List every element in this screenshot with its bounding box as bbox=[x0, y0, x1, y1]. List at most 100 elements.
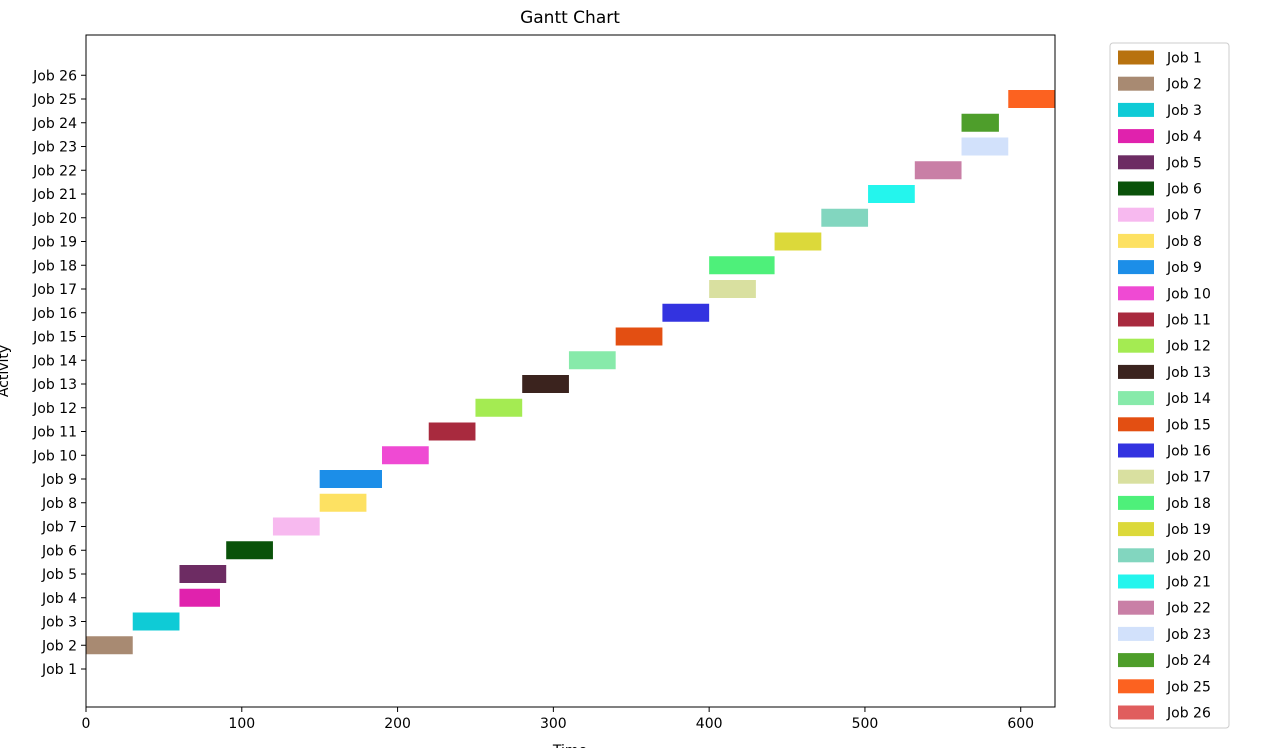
y-tick-label: Job 15 bbox=[32, 330, 77, 346]
gantt-bar bbox=[868, 185, 915, 203]
gantt-bar bbox=[86, 636, 133, 655]
y-tick-label: Job 10 bbox=[32, 448, 77, 464]
gantt-bar bbox=[821, 208, 869, 227]
y-tick-label: Job 16 bbox=[32, 306, 77, 322]
legend-swatch bbox=[1118, 548, 1154, 563]
legend-label: Job 15 bbox=[1166, 417, 1211, 433]
legend-swatch bbox=[1118, 653, 1154, 668]
y-tick-label: Job 25 bbox=[32, 92, 77, 108]
x-tick-label: 300 bbox=[540, 716, 567, 732]
y-tick-label: Job 22 bbox=[32, 163, 77, 179]
y-tick-label: Job 13 bbox=[32, 377, 77, 393]
gantt-bar bbox=[662, 303, 710, 322]
legend-swatch bbox=[1118, 417, 1154, 432]
y-tick-label: Job 26 bbox=[32, 68, 77, 84]
y-axis: Job 1 Job 2 Job 3 Job 4 Job 5 Job 6 Job 7 Job 8… bbox=[32, 68, 86, 678]
legend-label: Job 14 bbox=[1166, 391, 1211, 407]
x-tick-label: 100 bbox=[228, 716, 255, 732]
legend-swatch bbox=[1118, 364, 1154, 379]
legend-swatch bbox=[1118, 574, 1154, 589]
legend-swatch bbox=[1118, 129, 1154, 144]
legend-label: Job 10 bbox=[1166, 286, 1211, 302]
legend-swatch bbox=[1118, 443, 1154, 458]
y-axis-label: Activity bbox=[0, 345, 12, 397]
legend-swatch bbox=[1118, 705, 1154, 720]
legend-label: Job 9 bbox=[1166, 260, 1202, 276]
legend-label: Job 12 bbox=[1166, 339, 1211, 355]
legend-swatch bbox=[1118, 286, 1154, 301]
x-tick-label: 0 bbox=[82, 716, 91, 732]
legend-label: Job 18 bbox=[1166, 496, 1211, 512]
gantt-bar bbox=[961, 113, 999, 132]
y-tick-label: Job 5 bbox=[41, 567, 77, 583]
legend-label: Job 17 bbox=[1166, 470, 1211, 486]
legend-label: Job 2 bbox=[1166, 77, 1202, 93]
legend-swatch bbox=[1118, 469, 1154, 484]
y-tick-label: Job 17 bbox=[32, 282, 77, 298]
gantt-bar bbox=[319, 493, 367, 512]
gantt-bar bbox=[319, 470, 382, 488]
gantt-bar bbox=[709, 256, 775, 275]
y-tick-label: Job 3 bbox=[41, 615, 77, 631]
bars-layer bbox=[86, 90, 1055, 655]
legend-label: Job 24 bbox=[1166, 653, 1211, 669]
legend-swatch bbox=[1118, 50, 1154, 65]
y-tick-label: Job 19 bbox=[32, 235, 77, 251]
legend-label: Job 4 bbox=[1166, 129, 1202, 145]
legend-swatch bbox=[1118, 679, 1154, 694]
legend-label: Job 22 bbox=[1166, 601, 1211, 617]
legend-swatch bbox=[1118, 626, 1154, 641]
gantt-bar bbox=[179, 565, 227, 583]
legend: Job 1 Job 2 Job 3 Job 4 Job 5 Job 6 Job 7 Job 8… bbox=[1109, 42, 1230, 729]
gantt-bar bbox=[615, 327, 663, 346]
y-tick-label: Job 11 bbox=[32, 425, 77, 441]
legend-label: Job 26 bbox=[1166, 706, 1211, 722]
x-axis-label: Time bbox=[552, 743, 587, 748]
y-tick-label: Job 14 bbox=[32, 353, 77, 369]
legend-label: Job 20 bbox=[1166, 548, 1211, 564]
legend-frame bbox=[1109, 42, 1230, 729]
legend-label: Job 21 bbox=[1166, 575, 1211, 591]
legend-swatch bbox=[1118, 233, 1154, 248]
x-tick-label: 400 bbox=[696, 716, 723, 732]
x-tick-label: 600 bbox=[1007, 716, 1034, 732]
legend-swatch bbox=[1118, 102, 1154, 117]
legend-label: Job 6 bbox=[1166, 182, 1202, 198]
x-tick-label: 200 bbox=[384, 716, 411, 732]
legend-swatch bbox=[1118, 600, 1154, 615]
y-tick-label: Job 18 bbox=[32, 258, 77, 274]
x-axis: 0 100 200 300 400 500 600 bbox=[82, 707, 1034, 732]
legend-swatch bbox=[1118, 207, 1154, 222]
gantt-bar bbox=[522, 375, 569, 393]
y-tick-label: Job 4 bbox=[41, 591, 77, 607]
gantt-bar bbox=[475, 398, 523, 417]
legend-label: Job 5 bbox=[1166, 155, 1202, 171]
gantt-bar bbox=[226, 541, 273, 560]
gantt-bar bbox=[774, 232, 822, 251]
legend-swatch bbox=[1118, 260, 1154, 275]
legend-label: Job 1 bbox=[1166, 51, 1202, 67]
gantt-bar bbox=[428, 422, 476, 441]
legend-swatch bbox=[1118, 338, 1154, 353]
legend-label: Job 19 bbox=[1166, 522, 1211, 538]
chart-title: Gantt Chart bbox=[520, 8, 620, 28]
legend-swatch bbox=[1118, 495, 1154, 510]
y-tick-label: Job 6 bbox=[41, 543, 77, 559]
y-tick-label: Job 24 bbox=[32, 116, 77, 132]
legend-label: Job 3 bbox=[1166, 103, 1202, 119]
legend-label: Job 13 bbox=[1166, 365, 1211, 381]
gantt-bar bbox=[568, 351, 616, 370]
gantt-bar bbox=[381, 446, 429, 465]
legend-swatch bbox=[1118, 155, 1154, 170]
legend-label: Job 25 bbox=[1166, 679, 1211, 695]
y-tick-label: Job 2 bbox=[41, 638, 77, 654]
x-tick-label: 500 bbox=[852, 716, 879, 732]
legend-label: Job 23 bbox=[1166, 627, 1211, 643]
gantt-bar bbox=[272, 517, 320, 536]
gantt-bar bbox=[961, 137, 1009, 156]
gantt-bar bbox=[914, 161, 962, 180]
y-tick-label: Job 9 bbox=[41, 472, 77, 488]
gantt-bar bbox=[709, 280, 756, 298]
y-tick-label: Job 8 bbox=[41, 496, 77, 512]
